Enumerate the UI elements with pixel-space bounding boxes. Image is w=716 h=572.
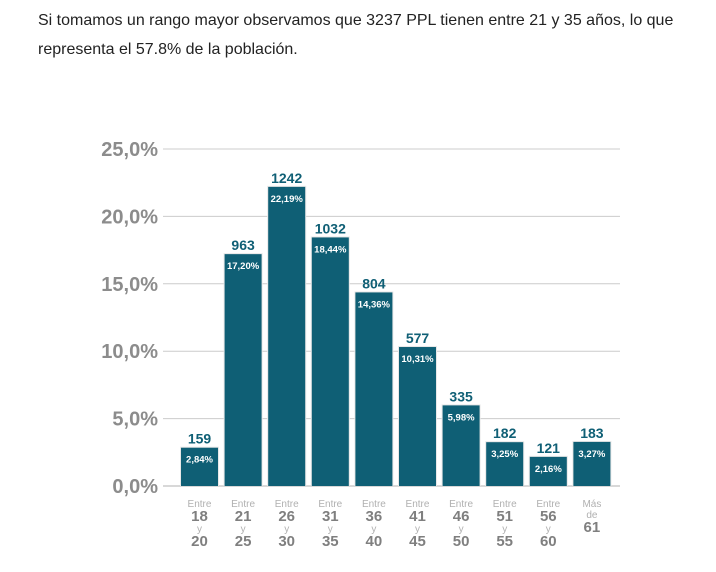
x-category-label: 36 bbox=[366, 508, 383, 525]
y-tick-label: 25,0% bbox=[101, 139, 158, 161]
x-category-label: Entre bbox=[318, 499, 342, 510]
x-category-label: 51 bbox=[496, 508, 513, 525]
bar-count-label: 1032 bbox=[315, 220, 346, 236]
x-category-label: 55 bbox=[496, 533, 513, 550]
bar bbox=[181, 447, 218, 486]
y-tick-label: 20,0% bbox=[101, 206, 158, 228]
x-category-label: y bbox=[371, 524, 376, 535]
x-category-label: Entre bbox=[493, 499, 517, 510]
x-category-label: Entre bbox=[406, 499, 430, 510]
x-category-label: 25 bbox=[235, 533, 252, 550]
bar-percent-label: 2,16% bbox=[535, 464, 562, 475]
bar bbox=[311, 237, 349, 486]
x-category-label: y bbox=[328, 524, 333, 535]
bar-percent-label: 2,84% bbox=[186, 455, 213, 466]
x-category-label: 21 bbox=[235, 508, 252, 525]
bar-percent-label: 17,20% bbox=[227, 261, 260, 272]
bar-percent-label: 22,19% bbox=[271, 194, 304, 205]
bar bbox=[224, 254, 262, 486]
x-category-label: Entre bbox=[449, 499, 473, 510]
bar bbox=[486, 442, 524, 486]
bar-count-label: 577 bbox=[406, 330, 430, 346]
y-tick-label: 0,0% bbox=[112, 476, 158, 498]
bar-count-label: 1242 bbox=[271, 170, 302, 186]
x-category-label: 56 bbox=[540, 508, 557, 525]
x-category-label: de bbox=[586, 510, 598, 521]
bar bbox=[355, 292, 393, 486]
x-category-label: y bbox=[546, 524, 551, 535]
bar-count-label: 335 bbox=[449, 388, 473, 404]
x-category-label: 50 bbox=[453, 533, 470, 550]
x-category-label: 46 bbox=[453, 508, 470, 525]
bar bbox=[573, 441, 611, 486]
x-category-label: y bbox=[284, 524, 289, 535]
x-category-label: 35 bbox=[322, 533, 339, 550]
x-category-label: Entre bbox=[275, 499, 299, 510]
x-category-label: Entre bbox=[362, 499, 386, 510]
bar bbox=[268, 186, 306, 487]
intro-paragraph: Si tomamos un rango mayor observamos que… bbox=[38, 12, 674, 58]
bar-count-label: 182 bbox=[493, 425, 517, 441]
x-category-label: y bbox=[241, 524, 246, 535]
bar-count-label: 804 bbox=[362, 275, 386, 291]
x-category-label: 61 bbox=[584, 519, 601, 536]
bar-percent-label: 3,25% bbox=[491, 449, 518, 460]
x-category-label: 41 bbox=[409, 508, 426, 525]
bar-count-label: 159 bbox=[188, 431, 212, 447]
bar-percent-label: 10,31% bbox=[401, 354, 434, 365]
x-category-label: 18 bbox=[191, 508, 208, 525]
x-category-label: y bbox=[197, 524, 202, 535]
y-tick-label: 15,0% bbox=[101, 274, 158, 296]
y-tick-label: 5,0% bbox=[112, 409, 158, 431]
bar-count-label: 121 bbox=[537, 440, 561, 456]
bar-percent-label: 18,44% bbox=[314, 244, 347, 255]
y-tick-label: 10,0% bbox=[101, 341, 158, 363]
bar-count-label: 183 bbox=[580, 425, 604, 441]
x-category-label: y bbox=[459, 524, 464, 535]
x-category-label: Entre bbox=[231, 499, 255, 510]
x-category-label: 40 bbox=[366, 533, 383, 550]
x-category-label: y bbox=[502, 524, 507, 535]
bar bbox=[442, 405, 480, 486]
x-category-label: 30 bbox=[278, 533, 295, 550]
bar-count-label: 963 bbox=[231, 237, 255, 253]
bar-percent-label: 5,98% bbox=[448, 412, 475, 423]
bar bbox=[399, 347, 436, 486]
bar-percent-label: 3,27% bbox=[578, 449, 605, 460]
bar bbox=[529, 456, 567, 486]
x-category-label: 26 bbox=[278, 508, 295, 525]
x-category-label: 31 bbox=[322, 508, 339, 525]
x-category-label: 20 bbox=[191, 533, 208, 550]
x-category-label: y bbox=[415, 524, 420, 535]
bar-percent-label: 14,36% bbox=[358, 299, 391, 310]
x-category-label: Entre bbox=[188, 499, 212, 510]
x-category-label: 45 bbox=[409, 533, 426, 550]
x-category-label: Entre bbox=[536, 499, 560, 510]
x-category-label: 60 bbox=[540, 533, 557, 550]
x-category-label: Más bbox=[582, 499, 601, 510]
